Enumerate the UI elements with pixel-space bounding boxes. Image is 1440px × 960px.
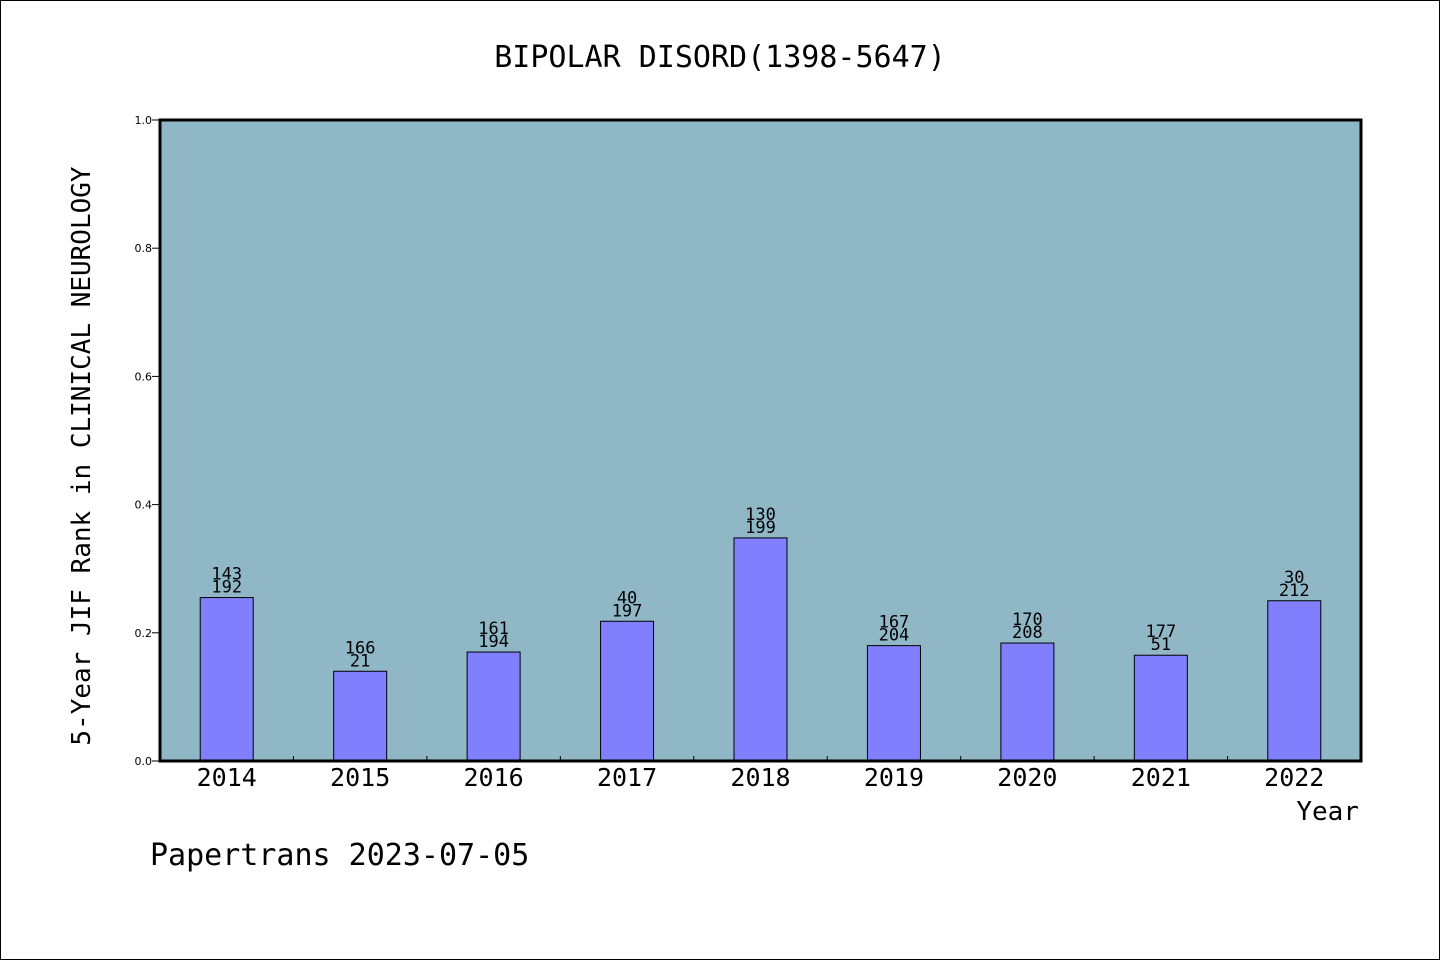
y-tick-label: 0.2 bbox=[135, 627, 153, 640]
data-label-top: 130 bbox=[745, 505, 776, 525]
bar-2017 bbox=[600, 620, 655, 762]
x-tick-label: 2020 bbox=[997, 763, 1057, 792]
data-label-top: 40 bbox=[617, 588, 637, 608]
y-axis-label: 5-Year JIF Rank in CLINICAL NEUROLOGY bbox=[67, 166, 97, 746]
bar-2020 bbox=[1000, 642, 1055, 762]
data-label-top: 30 bbox=[1284, 568, 1304, 588]
data-label-top: 161 bbox=[478, 619, 509, 639]
data-label-bottom: 204 bbox=[879, 626, 910, 646]
bar-2021 bbox=[1133, 654, 1188, 762]
y-tick-label: 1.0 bbox=[135, 114, 153, 127]
x-tick-label: 2018 bbox=[730, 763, 790, 792]
chart-title: BIPOLAR DISORD(1398-5647) bbox=[494, 40, 946, 75]
x-tick-label: 2016 bbox=[464, 763, 524, 792]
data-label-top: 166 bbox=[345, 638, 376, 658]
y-tick-label: 0.8 bbox=[135, 242, 153, 255]
data-label-top: 167 bbox=[879, 613, 910, 633]
plot-frame bbox=[158, 118, 1363, 763]
data-label-bottom: 194 bbox=[478, 632, 509, 652]
y-tick-label: 0.0 bbox=[135, 755, 153, 768]
data-label-top: 170 bbox=[1012, 610, 1043, 630]
bar-2016 bbox=[466, 651, 521, 762]
data-label-bottom: 212 bbox=[1279, 581, 1310, 601]
x-tick-label: 2019 bbox=[864, 763, 924, 792]
x-tick-label: 2014 bbox=[197, 763, 257, 792]
bar-2018 bbox=[733, 537, 788, 762]
data-label-bottom: 199 bbox=[745, 518, 776, 538]
x-tick-label: 2022 bbox=[1264, 763, 1324, 792]
data-label-bottom: 51 bbox=[1151, 635, 1171, 655]
bar-2019 bbox=[866, 645, 921, 762]
x-tick-label: 2015 bbox=[330, 763, 390, 792]
y-tick-label: 0.4 bbox=[135, 499, 153, 512]
data-label-bottom: 21 bbox=[350, 651, 370, 671]
y-axis-ticks: 0.0 0.2 0.4 0.6 0.8 1.0 bbox=[135, 114, 160, 768]
source-watermark: Papertrans 2023-07-05 bbox=[150, 838, 529, 873]
data-label-bottom: 192 bbox=[211, 578, 242, 598]
data-label-top: 177 bbox=[1145, 622, 1176, 642]
bar-2014 bbox=[199, 597, 254, 762]
y-tick-label: 0.6 bbox=[135, 370, 153, 383]
data-label-bottom: 208 bbox=[1012, 623, 1043, 643]
x-axis-label: Year bbox=[1296, 797, 1359, 827]
x-tick-label: 2021 bbox=[1131, 763, 1191, 792]
bars bbox=[199, 537, 1322, 762]
data-label-bottom: 197 bbox=[612, 601, 643, 621]
x-axis-ticks: 2014 2015 2016 2017 2018 2019 2020 2021 2022 bbox=[197, 756, 1324, 792]
x-tick-label: 2017 bbox=[597, 763, 657, 792]
bar-2015 bbox=[333, 670, 388, 762]
data-label-top: 143 bbox=[211, 565, 242, 585]
bar-2022 bbox=[1267, 600, 1322, 762]
